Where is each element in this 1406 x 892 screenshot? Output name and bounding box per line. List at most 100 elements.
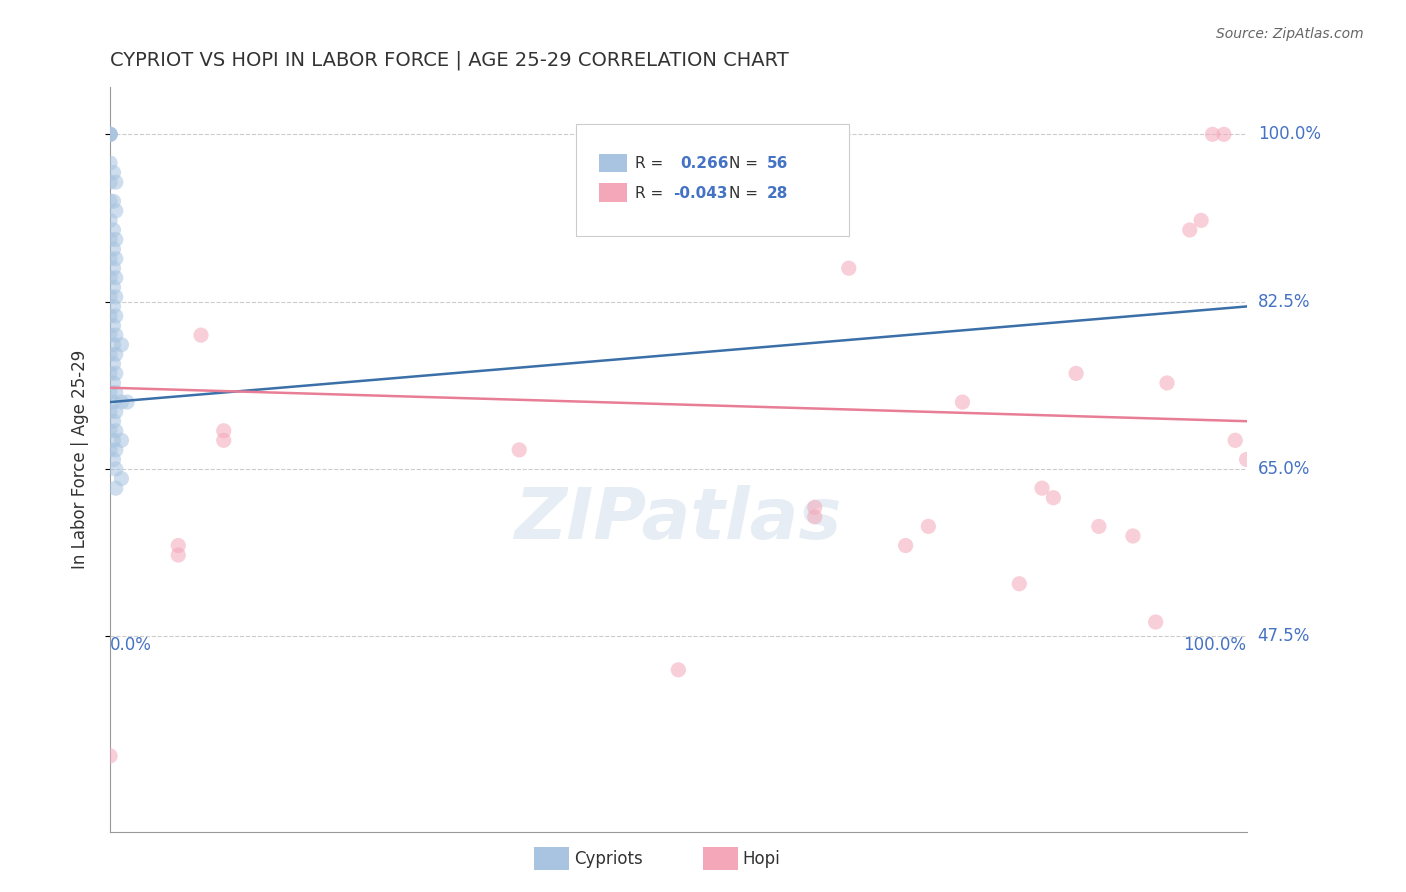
Point xyxy=(104,309,127,323)
Point xyxy=(803,500,825,515)
Point xyxy=(103,223,125,237)
Text: 100.0%: 100.0% xyxy=(1184,636,1247,654)
Point xyxy=(190,328,212,343)
Point xyxy=(110,337,132,351)
Point xyxy=(1225,434,1247,448)
Text: R =: R = xyxy=(636,186,664,201)
Point xyxy=(104,203,127,218)
Point xyxy=(104,367,127,381)
Text: N =: N = xyxy=(730,186,758,201)
Point xyxy=(98,156,121,170)
Point xyxy=(104,175,127,189)
Point xyxy=(103,357,125,371)
Text: N =: N = xyxy=(730,156,758,171)
Point xyxy=(115,395,138,409)
Point xyxy=(98,252,121,266)
Point xyxy=(98,404,121,418)
Point xyxy=(803,509,825,524)
Point xyxy=(98,194,121,209)
Point xyxy=(98,367,121,381)
Point xyxy=(508,442,530,457)
Point xyxy=(98,128,121,142)
Point xyxy=(104,270,127,285)
Text: ZIPatlas: ZIPatlas xyxy=(515,484,842,554)
Point xyxy=(104,442,127,457)
Point xyxy=(110,395,132,409)
Y-axis label: In Labor Force | Age 25-29: In Labor Force | Age 25-29 xyxy=(72,350,89,569)
Point xyxy=(103,280,125,294)
Point xyxy=(1088,519,1111,533)
FancyBboxPatch shape xyxy=(599,184,627,202)
Text: Cypriots: Cypriots xyxy=(574,850,643,868)
Point xyxy=(103,452,125,467)
Text: 65.0%: 65.0% xyxy=(1258,460,1310,478)
Point xyxy=(98,128,121,142)
Point xyxy=(98,442,121,457)
Text: 100.0%: 100.0% xyxy=(1258,126,1320,144)
Text: 0.266: 0.266 xyxy=(681,156,730,171)
Point xyxy=(1008,576,1031,591)
Point xyxy=(98,270,121,285)
Point xyxy=(103,300,125,314)
Point xyxy=(110,472,132,486)
Point xyxy=(98,424,121,438)
Text: CYPRIOT VS HOPI IN LABOR FORCE | AGE 25-29 CORRELATION CHART: CYPRIOT VS HOPI IN LABOR FORCE | AGE 25-… xyxy=(110,51,789,70)
Point xyxy=(212,434,235,448)
Point xyxy=(894,539,917,553)
FancyBboxPatch shape xyxy=(576,124,849,235)
Point xyxy=(1201,128,1223,142)
Point xyxy=(103,337,125,351)
Point xyxy=(98,290,121,304)
Point xyxy=(104,328,127,343)
Point xyxy=(98,309,121,323)
Point xyxy=(104,385,127,400)
Point xyxy=(103,242,125,256)
Point xyxy=(98,748,121,763)
Point xyxy=(838,261,860,276)
Point xyxy=(917,519,939,533)
Point xyxy=(167,539,190,553)
Point xyxy=(103,434,125,448)
Point xyxy=(212,424,235,438)
Point xyxy=(103,395,125,409)
Point xyxy=(104,424,127,438)
Point xyxy=(104,404,127,418)
Text: 56: 56 xyxy=(768,156,789,171)
Text: Source: ZipAtlas.com: Source: ZipAtlas.com xyxy=(1216,27,1364,41)
Point xyxy=(1042,491,1064,505)
Text: 82.5%: 82.5% xyxy=(1258,293,1310,310)
FancyBboxPatch shape xyxy=(599,153,627,172)
Point xyxy=(104,481,127,495)
Point xyxy=(167,548,190,562)
Point xyxy=(1144,615,1167,629)
Text: Hopi: Hopi xyxy=(742,850,780,868)
Point xyxy=(104,462,127,476)
Point xyxy=(1212,128,1234,142)
Point xyxy=(1156,376,1178,390)
Text: R =: R = xyxy=(636,156,664,171)
Point xyxy=(103,165,125,179)
Point xyxy=(104,347,127,361)
Point xyxy=(1064,367,1087,381)
Point xyxy=(104,290,127,304)
Point xyxy=(103,414,125,428)
Text: 28: 28 xyxy=(768,186,789,201)
Text: 47.5%: 47.5% xyxy=(1258,627,1310,646)
Point xyxy=(1122,529,1144,543)
Point xyxy=(98,128,121,142)
Point xyxy=(1236,452,1258,467)
Point xyxy=(104,233,127,247)
Point xyxy=(103,318,125,333)
Point xyxy=(103,261,125,276)
Point xyxy=(1189,213,1212,227)
Point xyxy=(1178,223,1201,237)
Text: 0.0%: 0.0% xyxy=(110,636,152,654)
Point xyxy=(110,434,132,448)
Point xyxy=(666,663,689,677)
Point xyxy=(98,175,121,189)
Point xyxy=(98,328,121,343)
Text: -0.043: -0.043 xyxy=(672,186,727,201)
Point xyxy=(104,252,127,266)
Point xyxy=(98,128,121,142)
Point xyxy=(103,376,125,390)
